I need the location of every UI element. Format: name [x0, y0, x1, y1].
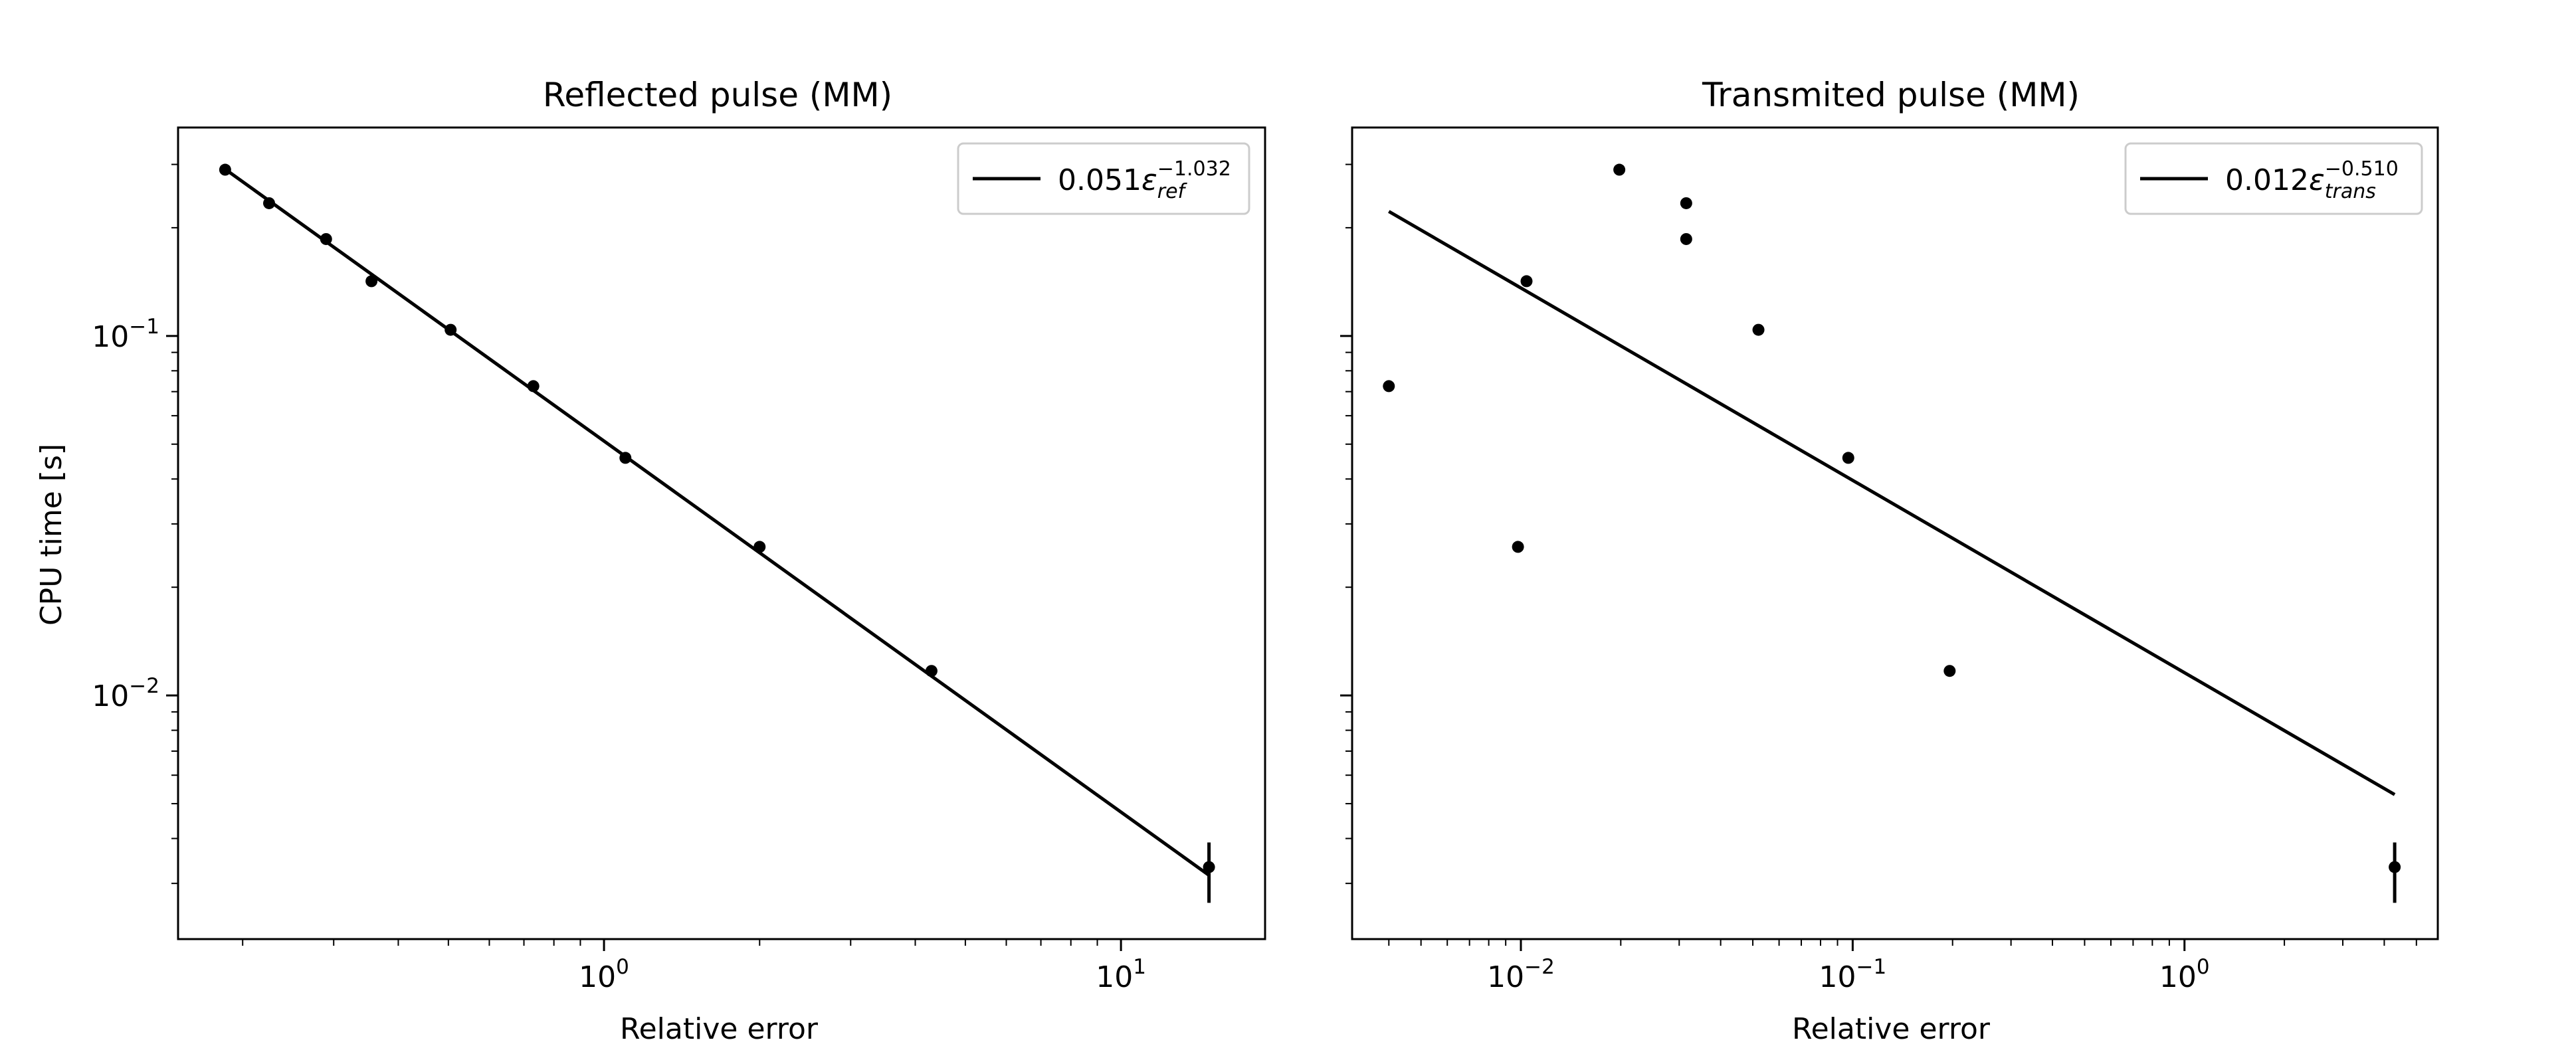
legend[interactable]: 0.051ε−1.032 ref	[957, 142, 1250, 215]
transmited-pulse-panel: Transmited pulse (MM) 10−2 10−1 100 Relati…	[1340, 76, 2439, 1046]
data-point	[1680, 197, 1692, 209]
x-axis-label: Relative error	[1792, 1012, 1991, 1046]
chart-title: Transmited pulse (MM)	[1702, 76, 2080, 114]
x-axis-ticks: 100 101	[242, 939, 1146, 994]
legend-box	[2124, 142, 2423, 215]
legend[interactable]: 0.012ε−0.510 trans	[2124, 142, 2423, 215]
y-axis-ticks	[1340, 163, 1352, 885]
data-point	[1943, 665, 1956, 677]
axes-frame	[177, 126, 1266, 940]
data-point	[1203, 861, 1215, 873]
fit-line	[1388, 210, 2396, 796]
data-point	[2389, 861, 2401, 873]
data-point	[1512, 541, 1524, 553]
legend-box	[957, 142, 1250, 215]
fit-line	[224, 167, 1211, 877]
data-point	[1613, 163, 1626, 176]
legend-label: 0.012ε−0.510 trans	[2225, 157, 2399, 203]
data-point	[1680, 232, 1692, 245]
x-axis-label: Relative error	[620, 1012, 819, 1046]
axes-frame	[1351, 126, 2439, 940]
data-point	[1520, 275, 1533, 288]
plot-area: 10−2 10−1 100	[1340, 126, 2439, 994]
data-point	[1842, 452, 1854, 464]
data-point	[1752, 323, 1765, 336]
y-tick-label: 10−1	[92, 315, 159, 354]
chart-title: Reflected pulse (MM)	[543, 76, 892, 114]
data-point	[1383, 380, 1395, 393]
y-axis-label: CPU time [s]	[35, 444, 68, 626]
legend-label: 0.051ε−1.032 ref	[1058, 157, 1231, 203]
